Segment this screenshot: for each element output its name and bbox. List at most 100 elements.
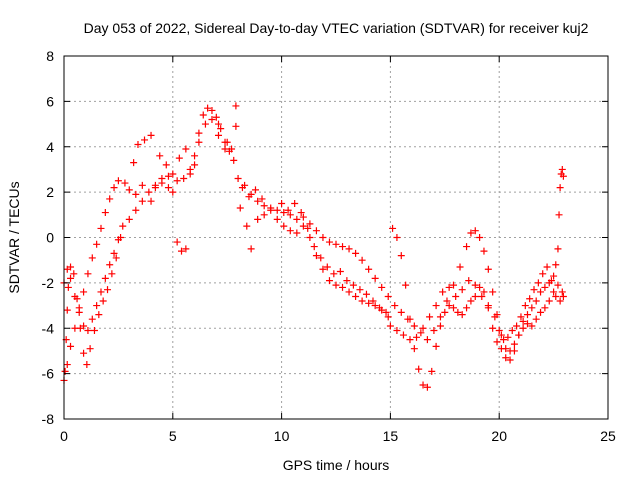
data-point-track-b xyxy=(406,315,414,323)
data-point-track-a xyxy=(436,313,444,321)
data-point-track-b xyxy=(119,222,127,230)
data-point-track-c xyxy=(175,154,183,162)
data-point-track-b xyxy=(559,172,567,180)
data-point-track-a xyxy=(63,361,71,369)
data-point-track-b xyxy=(458,311,466,319)
x-tick-label: 20 xyxy=(491,428,507,444)
data-point-track-c xyxy=(491,313,499,321)
data-point-track-a xyxy=(519,324,527,332)
data-point-track-b xyxy=(480,288,488,296)
data-point-track-b xyxy=(178,247,186,255)
data-point-track-b xyxy=(415,365,423,373)
data-point-track-c xyxy=(258,195,266,203)
data-point-track-b xyxy=(510,347,518,355)
data-point-track-b xyxy=(528,304,536,312)
data-point-track-b xyxy=(306,234,314,241)
data-point-track-c xyxy=(513,322,521,330)
data-point-track-b xyxy=(145,188,153,196)
data-point-track-b xyxy=(106,261,114,269)
data-point-track-b xyxy=(454,308,462,316)
grid-lines xyxy=(64,56,608,419)
data-point-track-a xyxy=(195,129,203,137)
data-point-track-c xyxy=(130,159,138,167)
data-point-track-b xyxy=(247,245,255,253)
data-point-track-b xyxy=(214,131,222,139)
data-point-track-c xyxy=(369,297,377,305)
y-tick-label: 6 xyxy=(46,93,54,109)
data-point-track-c xyxy=(141,136,149,144)
data-point-track-b xyxy=(371,302,379,310)
data-point-track-b xyxy=(101,274,109,282)
data-point-track-c xyxy=(517,313,525,321)
data-point-track-c xyxy=(526,295,534,303)
data-point-track-c xyxy=(214,120,222,128)
data-point-track-b xyxy=(515,331,523,339)
data-point-track-c xyxy=(413,333,421,341)
data-point-track-a xyxy=(234,175,242,183)
data-point-track-b xyxy=(191,161,199,169)
data-point-track-c xyxy=(559,292,567,300)
data-point-track-a xyxy=(484,265,492,273)
data-point-track-c xyxy=(406,336,414,344)
data-point-track-a xyxy=(260,202,268,210)
data-point-track-a xyxy=(471,227,479,235)
data-point-track-c xyxy=(162,161,170,169)
data-point-track-b xyxy=(164,184,172,192)
data-point-track-b xyxy=(358,297,366,305)
data-point-track-c xyxy=(552,292,560,300)
data-point-track-b xyxy=(556,184,564,192)
data-point-track-b xyxy=(541,283,549,291)
data-point-track-a xyxy=(480,247,488,255)
data-point-track-a xyxy=(180,175,188,183)
data-point-track-b xyxy=(138,197,146,205)
axis-ticks xyxy=(63,55,609,420)
data-point-track-a xyxy=(554,281,562,289)
data-point-track-b xyxy=(419,381,427,389)
data-point-track-b xyxy=(497,345,505,353)
data-point-track-c xyxy=(99,297,107,305)
data-point-track-c xyxy=(223,138,231,146)
data-point-track-a xyxy=(339,243,347,251)
data-point-track-b xyxy=(410,345,418,353)
x-tick-label: 10 xyxy=(274,428,290,444)
data-point-track-c xyxy=(547,277,555,285)
data-point-track-a xyxy=(280,209,288,217)
data-point-track-c xyxy=(530,286,538,294)
data-point-track-b xyxy=(352,292,360,300)
data-point-track-b xyxy=(550,272,558,280)
data-point-track-b xyxy=(299,222,307,230)
data-point-track-b xyxy=(151,181,159,189)
y-tick-label: 8 xyxy=(46,48,54,64)
data-point-track-b xyxy=(243,222,251,230)
data-point-track-c xyxy=(80,349,88,357)
data-point-track-c xyxy=(310,243,318,251)
y-tick-label: 4 xyxy=(46,139,54,155)
data-point-track-c xyxy=(73,295,81,303)
data-point-track-b xyxy=(558,165,566,173)
data-point-track-c xyxy=(90,327,98,335)
data-point-track-b xyxy=(260,211,268,219)
data-point-track-a xyxy=(121,179,129,187)
data-point-track-b xyxy=(169,188,177,196)
data-point-track-a xyxy=(537,308,545,316)
chart-title: Day 053 of 2022, Sidereal Day-to-day VTE… xyxy=(84,20,589,36)
data-point-track-c xyxy=(284,206,292,214)
data-point-track-c xyxy=(452,292,460,300)
data-point-track-b xyxy=(125,215,133,223)
data-point-track-a xyxy=(378,283,386,291)
data-point-track-a xyxy=(132,190,140,198)
data-point-track-b xyxy=(554,245,562,253)
data-point-track-b xyxy=(476,283,484,291)
data-point-track-a xyxy=(532,315,540,323)
data-point-track-b xyxy=(195,138,203,146)
data-point-track-c xyxy=(419,324,427,332)
data-point-track-c xyxy=(147,131,155,139)
data-point-track-a xyxy=(430,327,438,335)
y-tick-label: -4 xyxy=(42,320,55,336)
data-point-track-b xyxy=(186,170,194,178)
data-point-track-a xyxy=(456,263,464,271)
data-point-track-a xyxy=(325,238,333,246)
data-point-track-b xyxy=(555,211,563,219)
data-point-track-c xyxy=(362,290,370,298)
